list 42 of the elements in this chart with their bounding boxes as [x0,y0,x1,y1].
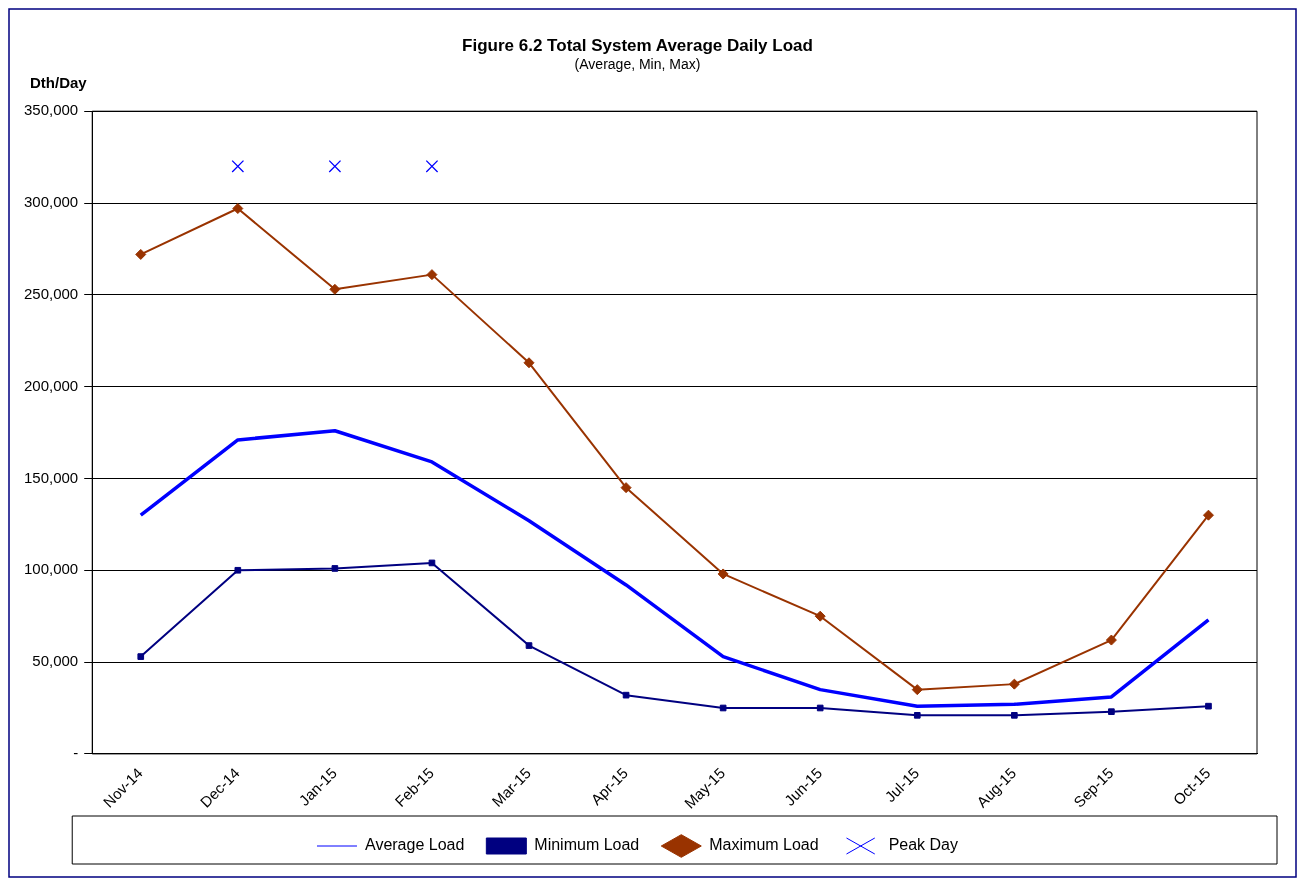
point [620,482,632,494]
point [719,704,727,712]
y-tick-label: 250,000 [23,284,79,302]
point [331,565,339,572]
y-tick-label: 50,000 [32,652,79,670]
point [1205,702,1212,710]
legend-label: Minimum Load [534,836,640,854]
chart-subtitle: (Average, Min, Max) [574,55,701,72]
chart-title: Figure 6.2 Total System Average Daily Load [462,35,813,55]
point [717,568,729,580]
point [1105,634,1117,646]
point [328,159,342,173]
y-tick-label: 100,000 [23,560,79,578]
point [1008,678,1020,690]
y-tick-label: 350,000 [23,101,79,119]
y-tick-label: 150,000 [23,468,79,486]
y-axis-title: Dth/Day [30,73,88,91]
point [1202,509,1214,521]
point [816,704,824,712]
point [913,712,921,719]
point [814,610,826,622]
point [622,691,630,699]
point [231,159,245,173]
point [426,269,438,281]
y-tick-label: 200,000 [23,376,79,394]
legend-label: Maximum Load [709,836,819,854]
point [329,283,341,295]
point [234,566,242,574]
point [525,642,533,649]
point [428,559,436,567]
point [523,357,535,369]
legend-label: Peak Day [888,836,959,854]
point [1011,712,1018,719]
legend-label: Average Load [364,836,465,854]
y-tick-label: 300,000 [23,193,79,211]
point [135,248,147,260]
y-tick-label: - [73,744,79,762]
point [1108,708,1115,715]
point [911,684,923,696]
point [137,653,145,660]
point [232,203,244,215]
point [425,159,439,173]
